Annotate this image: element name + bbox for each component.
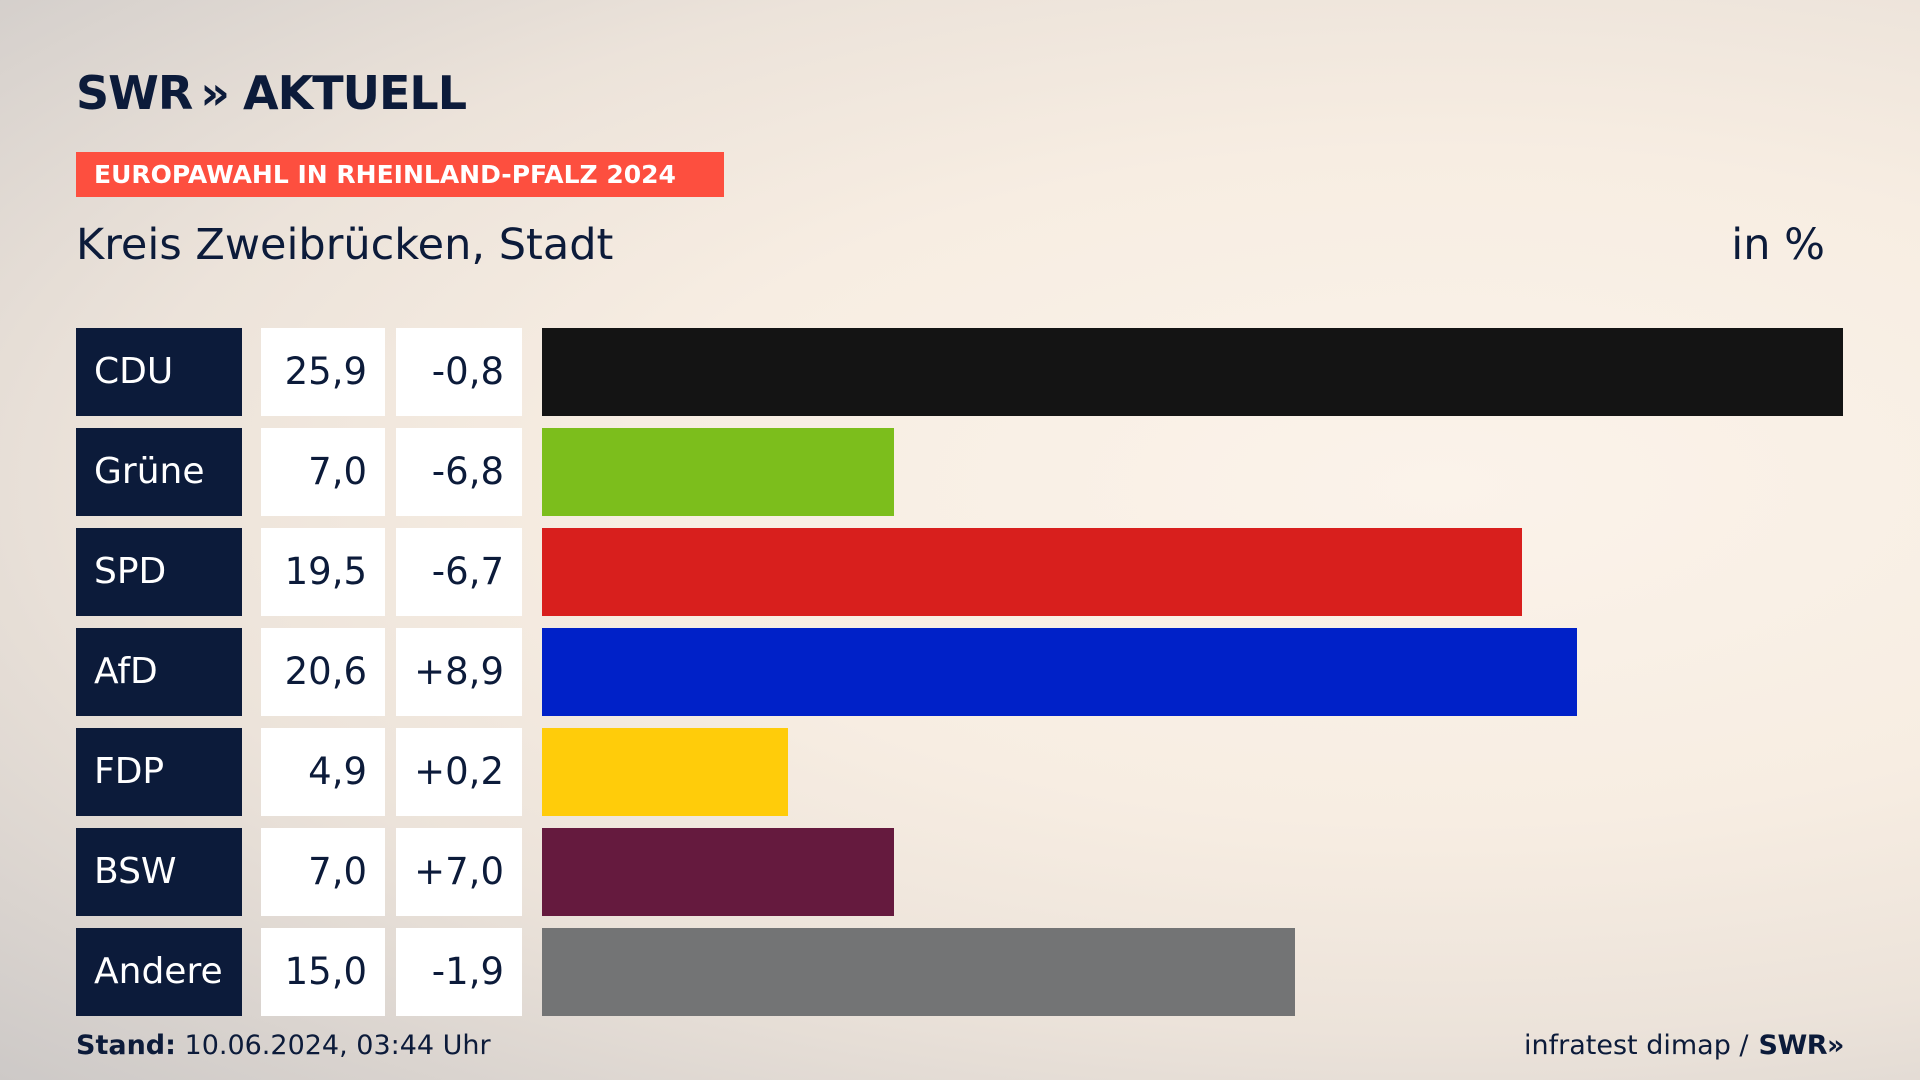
vote-share-bar	[542, 828, 894, 916]
vote-share-label: 7,0	[261, 428, 385, 516]
logo-brand: SWR	[76, 66, 193, 120]
logo-double-chevron-icon: »	[200, 66, 230, 120]
election-banner: EUROPAWAHL IN RHEINLAND-PFALZ 2024	[76, 152, 724, 197]
vote-share-bar	[542, 628, 1577, 716]
stand-label: Stand:	[76, 1030, 176, 1061]
timestamp: Stand: 10.06.2024, 03:44 Uhr	[76, 1030, 491, 1061]
party-label: AfD	[76, 628, 242, 716]
change-label: -0,8	[396, 328, 522, 416]
vote-share-label: 7,0	[261, 828, 385, 916]
region-title: Kreis Zweibrücken, Stadt	[76, 220, 614, 270]
party-label: Andere	[76, 928, 242, 1016]
source-credit: infratest dimap / SWR»	[1524, 1030, 1844, 1061]
vote-share-label: 20,6	[261, 628, 385, 716]
change-label: -6,7	[396, 528, 522, 616]
party-label: BSW	[76, 828, 242, 916]
party-label: SPD	[76, 528, 242, 616]
change-label: +8,9	[396, 628, 522, 716]
vote-share-bar	[542, 728, 788, 816]
swr-small-logo: SWR»	[1758, 1030, 1845, 1061]
vote-share-bar	[542, 428, 894, 516]
party-label: Grüne	[76, 428, 242, 516]
vote-share-label: 4,9	[261, 728, 385, 816]
vote-share-label: 15,0	[261, 928, 385, 1016]
party-label: FDP	[76, 728, 242, 816]
vote-share-label: 19,5	[261, 528, 385, 616]
logo-product: AKTUELL	[243, 66, 467, 120]
change-label: +7,0	[396, 828, 522, 916]
vote-share-label: 25,9	[261, 328, 385, 416]
vote-share-bar	[542, 928, 1295, 1016]
change-label: +0,2	[396, 728, 522, 816]
unit-label: in %	[1731, 220, 1825, 270]
vote-share-bar	[542, 328, 1843, 416]
swr-aktuell-logo: SWR » AKTUELL	[76, 66, 467, 120]
vote-share-bar	[542, 528, 1522, 616]
change-label: -1,9	[396, 928, 522, 1016]
source-text: infratest dimap /	[1524, 1030, 1749, 1061]
change-label: -6,8	[396, 428, 522, 516]
stand-value: 10.06.2024, 03:44 Uhr	[184, 1030, 491, 1061]
party-label: CDU	[76, 328, 242, 416]
